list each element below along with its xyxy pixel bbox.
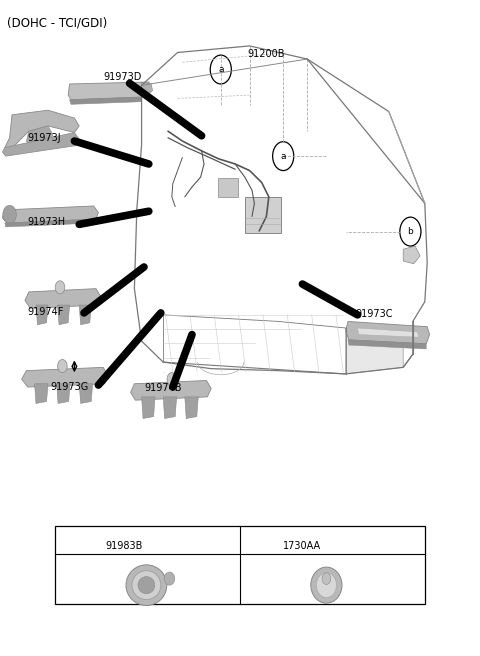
- Polygon shape: [2, 206, 98, 223]
- Circle shape: [55, 281, 65, 294]
- Polygon shape: [5, 110, 79, 152]
- Polygon shape: [2, 133, 79, 156]
- Bar: [245, 197, 281, 233]
- Circle shape: [167, 373, 177, 386]
- Polygon shape: [36, 305, 48, 325]
- Polygon shape: [131, 380, 211, 400]
- Circle shape: [58, 359, 67, 373]
- Polygon shape: [57, 384, 70, 403]
- Text: 91974B: 91974B: [144, 383, 181, 394]
- Text: 1730AA: 1730AA: [283, 541, 321, 551]
- Polygon shape: [68, 82, 151, 100]
- Ellipse shape: [316, 573, 336, 598]
- Text: 91973J: 91973J: [28, 133, 61, 143]
- Text: 91973H: 91973H: [28, 216, 66, 227]
- Text: 91200B: 91200B: [247, 49, 285, 59]
- Polygon shape: [70, 97, 142, 104]
- Ellipse shape: [164, 572, 175, 585]
- Text: 91973G: 91973G: [50, 382, 89, 392]
- Ellipse shape: [311, 567, 342, 604]
- Polygon shape: [403, 246, 420, 264]
- Text: b: b: [268, 541, 274, 550]
- Ellipse shape: [132, 571, 161, 600]
- Polygon shape: [346, 328, 403, 374]
- Text: a: a: [218, 65, 224, 74]
- Polygon shape: [79, 305, 91, 325]
- Polygon shape: [142, 82, 153, 93]
- Polygon shape: [79, 384, 93, 403]
- Bar: [218, 178, 238, 197]
- Polygon shape: [163, 397, 177, 419]
- Text: 91983B: 91983B: [106, 541, 143, 551]
- Polygon shape: [35, 384, 48, 403]
- Text: (DOHC - TCI/GDI): (DOHC - TCI/GDI): [7, 16, 108, 30]
- Polygon shape: [142, 397, 155, 419]
- Polygon shape: [22, 367, 108, 387]
- Text: b: b: [408, 227, 413, 236]
- Polygon shape: [346, 321, 430, 344]
- Polygon shape: [25, 289, 101, 308]
- Polygon shape: [348, 340, 426, 349]
- Circle shape: [3, 205, 16, 224]
- Text: 91974F: 91974F: [28, 306, 64, 317]
- Bar: [55, 526, 425, 604]
- Polygon shape: [5, 219, 94, 227]
- Polygon shape: [58, 305, 70, 325]
- Text: 91973C: 91973C: [355, 308, 393, 319]
- Ellipse shape: [138, 577, 155, 594]
- Polygon shape: [185, 397, 198, 419]
- Ellipse shape: [322, 573, 331, 584]
- Text: a: a: [280, 152, 286, 161]
- Polygon shape: [358, 328, 419, 337]
- Text: a: a: [91, 541, 96, 550]
- Ellipse shape: [126, 565, 167, 605]
- Polygon shape: [26, 126, 53, 148]
- Text: 91973D: 91973D: [103, 72, 142, 83]
